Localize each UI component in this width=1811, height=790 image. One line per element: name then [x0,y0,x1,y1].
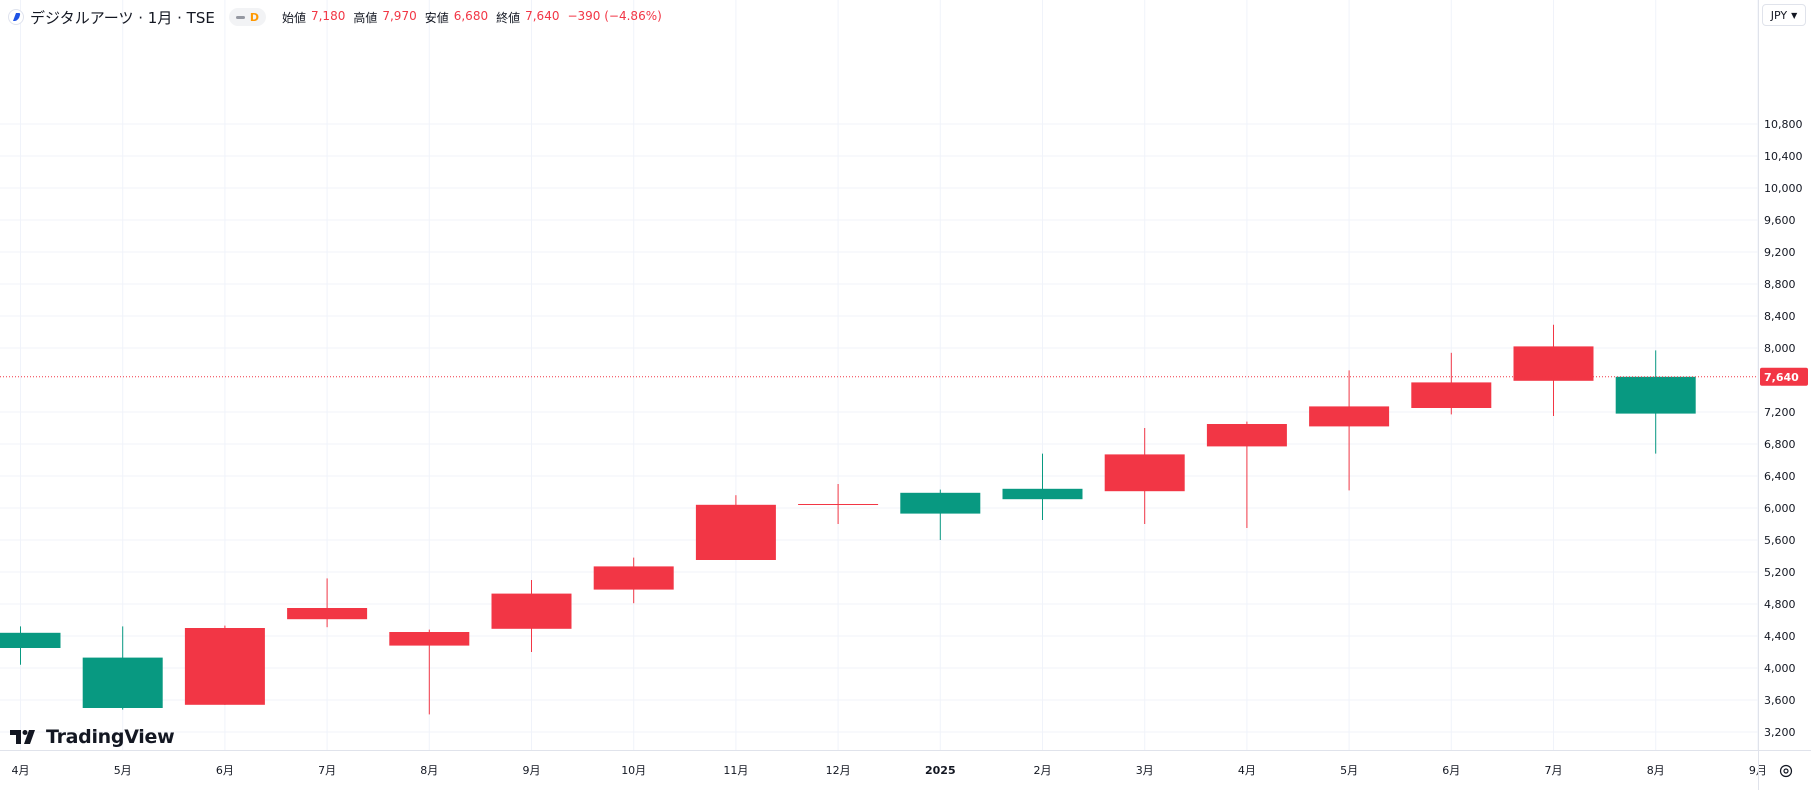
candle-body[interactable] [389,632,470,646]
currency-button[interactable]: JPY ▼ [1762,4,1806,26]
settings-button[interactable] [1777,762,1795,780]
x-tick-label: 11月 [723,764,748,777]
x-tick-label: 10月 [621,764,646,777]
close-label: 終値 [496,10,521,25]
x-tick-label: 6月 [216,764,234,777]
y-tick-label: 3,600 [1764,694,1796,707]
candle-body[interactable] [1309,406,1390,427]
candle-body[interactable] [1615,376,1696,414]
last-price-badge [1760,367,1808,386]
x-tick-label: 6月 [1442,764,1460,777]
chevron-down-icon: ▼ [1791,10,1798,20]
candle-body[interactable] [593,566,674,590]
candle-body[interactable] [1513,346,1594,381]
y-tick-label: 8,000 [1764,342,1796,355]
y-tick-label: 9,600 [1764,214,1796,227]
candle-body[interactable] [184,628,265,705]
y-tick-label: 6,800 [1764,438,1796,451]
x-tick-label: 5月 [114,764,132,777]
open-value: 7,180 [310,8,346,23]
gear-icon [1779,764,1793,778]
y-tick-label: 8,800 [1764,278,1796,291]
candle-body[interactable] [695,504,776,560]
open-label: 始値 [281,10,306,25]
status-letter: D [249,10,259,24]
tradingview-watermark[interactable]: TradingView [10,726,175,748]
symbol-header: デジタルアーツ · 1月 · TSE D 始値 7,180 高値 7,970 安値 6… [8,7,665,27]
x-tick-label: 2月 [1034,764,1052,777]
x-tick-label: 8月 [420,764,438,777]
candle-body[interactable] [1411,382,1492,408]
x-tick-label: 5月 [1340,764,1358,777]
candle-body[interactable] [1104,454,1185,492]
y-tick-label: 4,000 [1764,662,1796,675]
x-tick-label: 3月 [1136,764,1154,777]
low-value: 6,680 [453,8,489,23]
y-tick-label: 8,400 [1764,310,1796,323]
candle-body[interactable] [1002,488,1083,500]
candle-body[interactable] [1206,424,1287,447]
candle-body[interactable] [0,632,61,648]
x-tick-label: 9月 [523,764,541,777]
candle-body[interactable] [287,608,368,620]
change-value: −390 (−4.86%) [567,8,662,23]
x-tick-label: 4月 [12,764,30,777]
ohlc-values: 始値 7,180 高値 7,970 安値 6,680 終値 7,640 −390 (−4… [282,9,665,26]
currency-label: JPY [1770,8,1788,22]
y-tick-label: 10,800 [1764,118,1803,131]
candle-body[interactable] [798,504,879,505]
y-tick-label: 4,800 [1764,598,1796,611]
high-label: 高値 [353,10,378,25]
close-value: 7,640 [525,8,560,23]
x-tick-label: 4月 [1238,764,1256,777]
watermark-text: TradingView [46,726,175,748]
high-value: 7,970 [382,8,417,23]
low-label: 安値 [424,10,449,25]
minus-icon [235,15,245,19]
candle-body[interactable] [491,593,572,629]
y-tick-label: 10,000 [1764,182,1803,195]
tradingview-logo-icon [10,730,35,744]
last-price-label: 7,640 [1764,371,1799,384]
symbol-logo-icon [8,9,24,25]
y-tick-label: 6,400 [1764,470,1796,483]
y-tick-label: 10,400 [1764,150,1803,163]
candle-body[interactable] [82,657,163,708]
candle-body[interactable] [900,492,981,514]
x-tick-label: 7月 [318,764,336,777]
y-tick-label: 3,200 [1764,726,1796,739]
x-tick-label: 7月 [1545,764,1563,777]
x-tick-label: 8月 [1647,764,1665,777]
y-tick-label: 4,400 [1764,630,1796,643]
y-tick-label: 6,000 [1764,502,1796,515]
y-tick-label: 9,200 [1764,246,1796,259]
symbol-title[interactable]: デジタルアーツ · 1月 · TSE [30,8,215,27]
y-tick-label: 5,600 [1764,534,1796,547]
x-tick-label: 9月 [1749,764,1767,777]
x-tick-label: 2025 [925,764,956,777]
y-tick-label: 5,200 [1764,566,1796,579]
x-tick-label: 12月 [826,764,851,777]
y-tick-label: 7,200 [1764,406,1796,419]
market-status-badge[interactable]: D [228,8,266,26]
